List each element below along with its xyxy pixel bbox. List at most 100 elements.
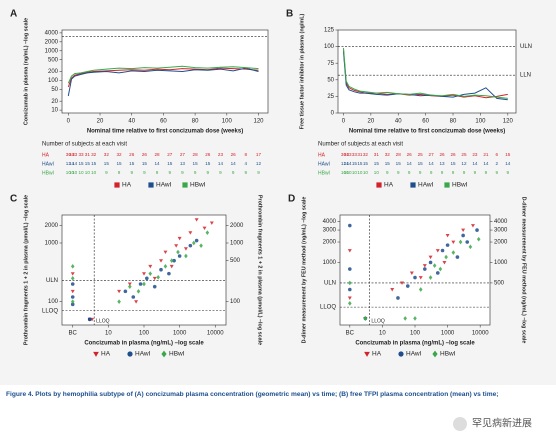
reference-label: LLN xyxy=(520,73,531,79)
subjects-count: 9 xyxy=(105,170,108,175)
legend-label: HBwI xyxy=(190,182,206,189)
point xyxy=(348,301,352,306)
panel-label: C xyxy=(10,194,17,205)
subjects-count: 27 xyxy=(429,152,435,157)
point xyxy=(117,299,121,304)
y-tick-label: 2000 xyxy=(45,39,59,45)
subjects-count: 15 xyxy=(352,161,358,166)
series-line xyxy=(343,49,508,99)
point xyxy=(428,275,433,280)
y-axis-label: Free tissue factor inhibitor in plasma (… xyxy=(299,13,305,129)
legend-label: HBwI xyxy=(452,182,468,189)
point xyxy=(159,259,163,263)
point xyxy=(194,238,199,243)
point xyxy=(461,228,466,233)
subjects-count: 21 xyxy=(483,152,489,157)
point xyxy=(363,316,368,321)
point xyxy=(209,221,214,225)
point xyxy=(422,264,427,268)
subjects-count: 10 xyxy=(341,170,347,175)
point xyxy=(455,255,460,259)
y-tick-label: 100 xyxy=(48,78,59,84)
x-tick-label: 10 xyxy=(379,331,386,337)
subjects-row-label: HBwI xyxy=(318,170,330,176)
point xyxy=(403,316,407,321)
point xyxy=(70,289,75,294)
y-tick-label: 100 xyxy=(48,299,59,305)
x-tick-label: 100 xyxy=(139,331,150,337)
point xyxy=(177,254,182,258)
legend-label: HBwI xyxy=(169,351,185,358)
subjects-count: 10 xyxy=(352,170,358,175)
x-axis-label: Concizumab in plasma (ng/mL) –log scale xyxy=(355,341,475,347)
subjects-count: 9 xyxy=(156,170,159,175)
legend-marker xyxy=(432,350,438,358)
subjects-count: 36 xyxy=(66,152,72,157)
y-tick-label: 10 xyxy=(51,108,58,114)
subjects-count: 15 xyxy=(142,161,148,166)
series-line xyxy=(67,67,259,88)
y-axis-label: D-dimer measurement by FEU method (ng/mL… xyxy=(301,197,307,344)
point xyxy=(202,226,207,230)
subjects-count: 15 xyxy=(205,161,211,166)
subjects-count: 14 xyxy=(346,161,352,166)
point xyxy=(435,271,440,275)
legend-marker xyxy=(376,182,382,188)
reference-label: LLOQ xyxy=(320,305,336,311)
legend-marker xyxy=(444,182,450,188)
point xyxy=(444,254,448,260)
legend-label: HA xyxy=(372,351,382,358)
point xyxy=(199,243,203,249)
point xyxy=(131,295,136,299)
subjects-count: 15 xyxy=(78,161,84,166)
point xyxy=(188,231,193,235)
point xyxy=(451,250,456,255)
point xyxy=(438,266,443,272)
point xyxy=(176,249,180,255)
subjects-count: 12 xyxy=(341,161,347,166)
subjects-count: 10 xyxy=(91,170,97,175)
subjects-count: 14 xyxy=(218,161,224,166)
subjects-count: 26 xyxy=(407,152,413,157)
subjects-count: 9 xyxy=(463,170,466,175)
point xyxy=(205,230,210,235)
x-tick-label: 100 xyxy=(475,119,486,125)
subjects-count: 14 xyxy=(155,161,161,166)
subjects-count: 26 xyxy=(142,152,148,157)
y-tick-label: 2000 xyxy=(45,223,59,229)
subjects-count: 23 xyxy=(218,152,224,157)
legend-marker xyxy=(93,351,99,357)
subjects-count: 9 xyxy=(408,170,411,175)
subjects-count: 9 xyxy=(507,170,510,175)
point xyxy=(148,264,153,269)
watermark-icon xyxy=(453,417,467,431)
point xyxy=(409,271,414,275)
subjects-count: 32 xyxy=(385,152,391,157)
y-tick-label: 50 xyxy=(327,77,334,83)
reference-label: LLOQ xyxy=(42,308,58,314)
subjects-count: 36 xyxy=(341,152,347,157)
x-axis-label: Nominal time relative to first concizuma… xyxy=(87,129,243,135)
point xyxy=(347,249,352,253)
subjects-count: 12 xyxy=(461,161,467,166)
point xyxy=(470,224,475,228)
subjects-count: 9 xyxy=(496,170,499,175)
point xyxy=(136,288,141,294)
point xyxy=(117,289,122,294)
x-tick-label: 1000 xyxy=(441,331,455,337)
point xyxy=(451,240,456,245)
subjects-count: 14 xyxy=(344,161,350,166)
subjects-count: 9 xyxy=(143,170,146,175)
subjects-count: 15 xyxy=(85,161,91,166)
subjects-count: 25 xyxy=(461,152,467,157)
legend-label: HBwI xyxy=(440,351,456,358)
subjects-count: 15 xyxy=(193,161,199,166)
subjects-count: 9 xyxy=(194,170,197,175)
point xyxy=(435,249,440,253)
point xyxy=(428,260,433,265)
subjects-count: 10 xyxy=(363,170,369,175)
point xyxy=(184,253,188,259)
panel-label: A xyxy=(10,9,17,20)
subjects-count: 9 xyxy=(397,170,400,175)
subjects-count: 14 xyxy=(72,161,78,166)
